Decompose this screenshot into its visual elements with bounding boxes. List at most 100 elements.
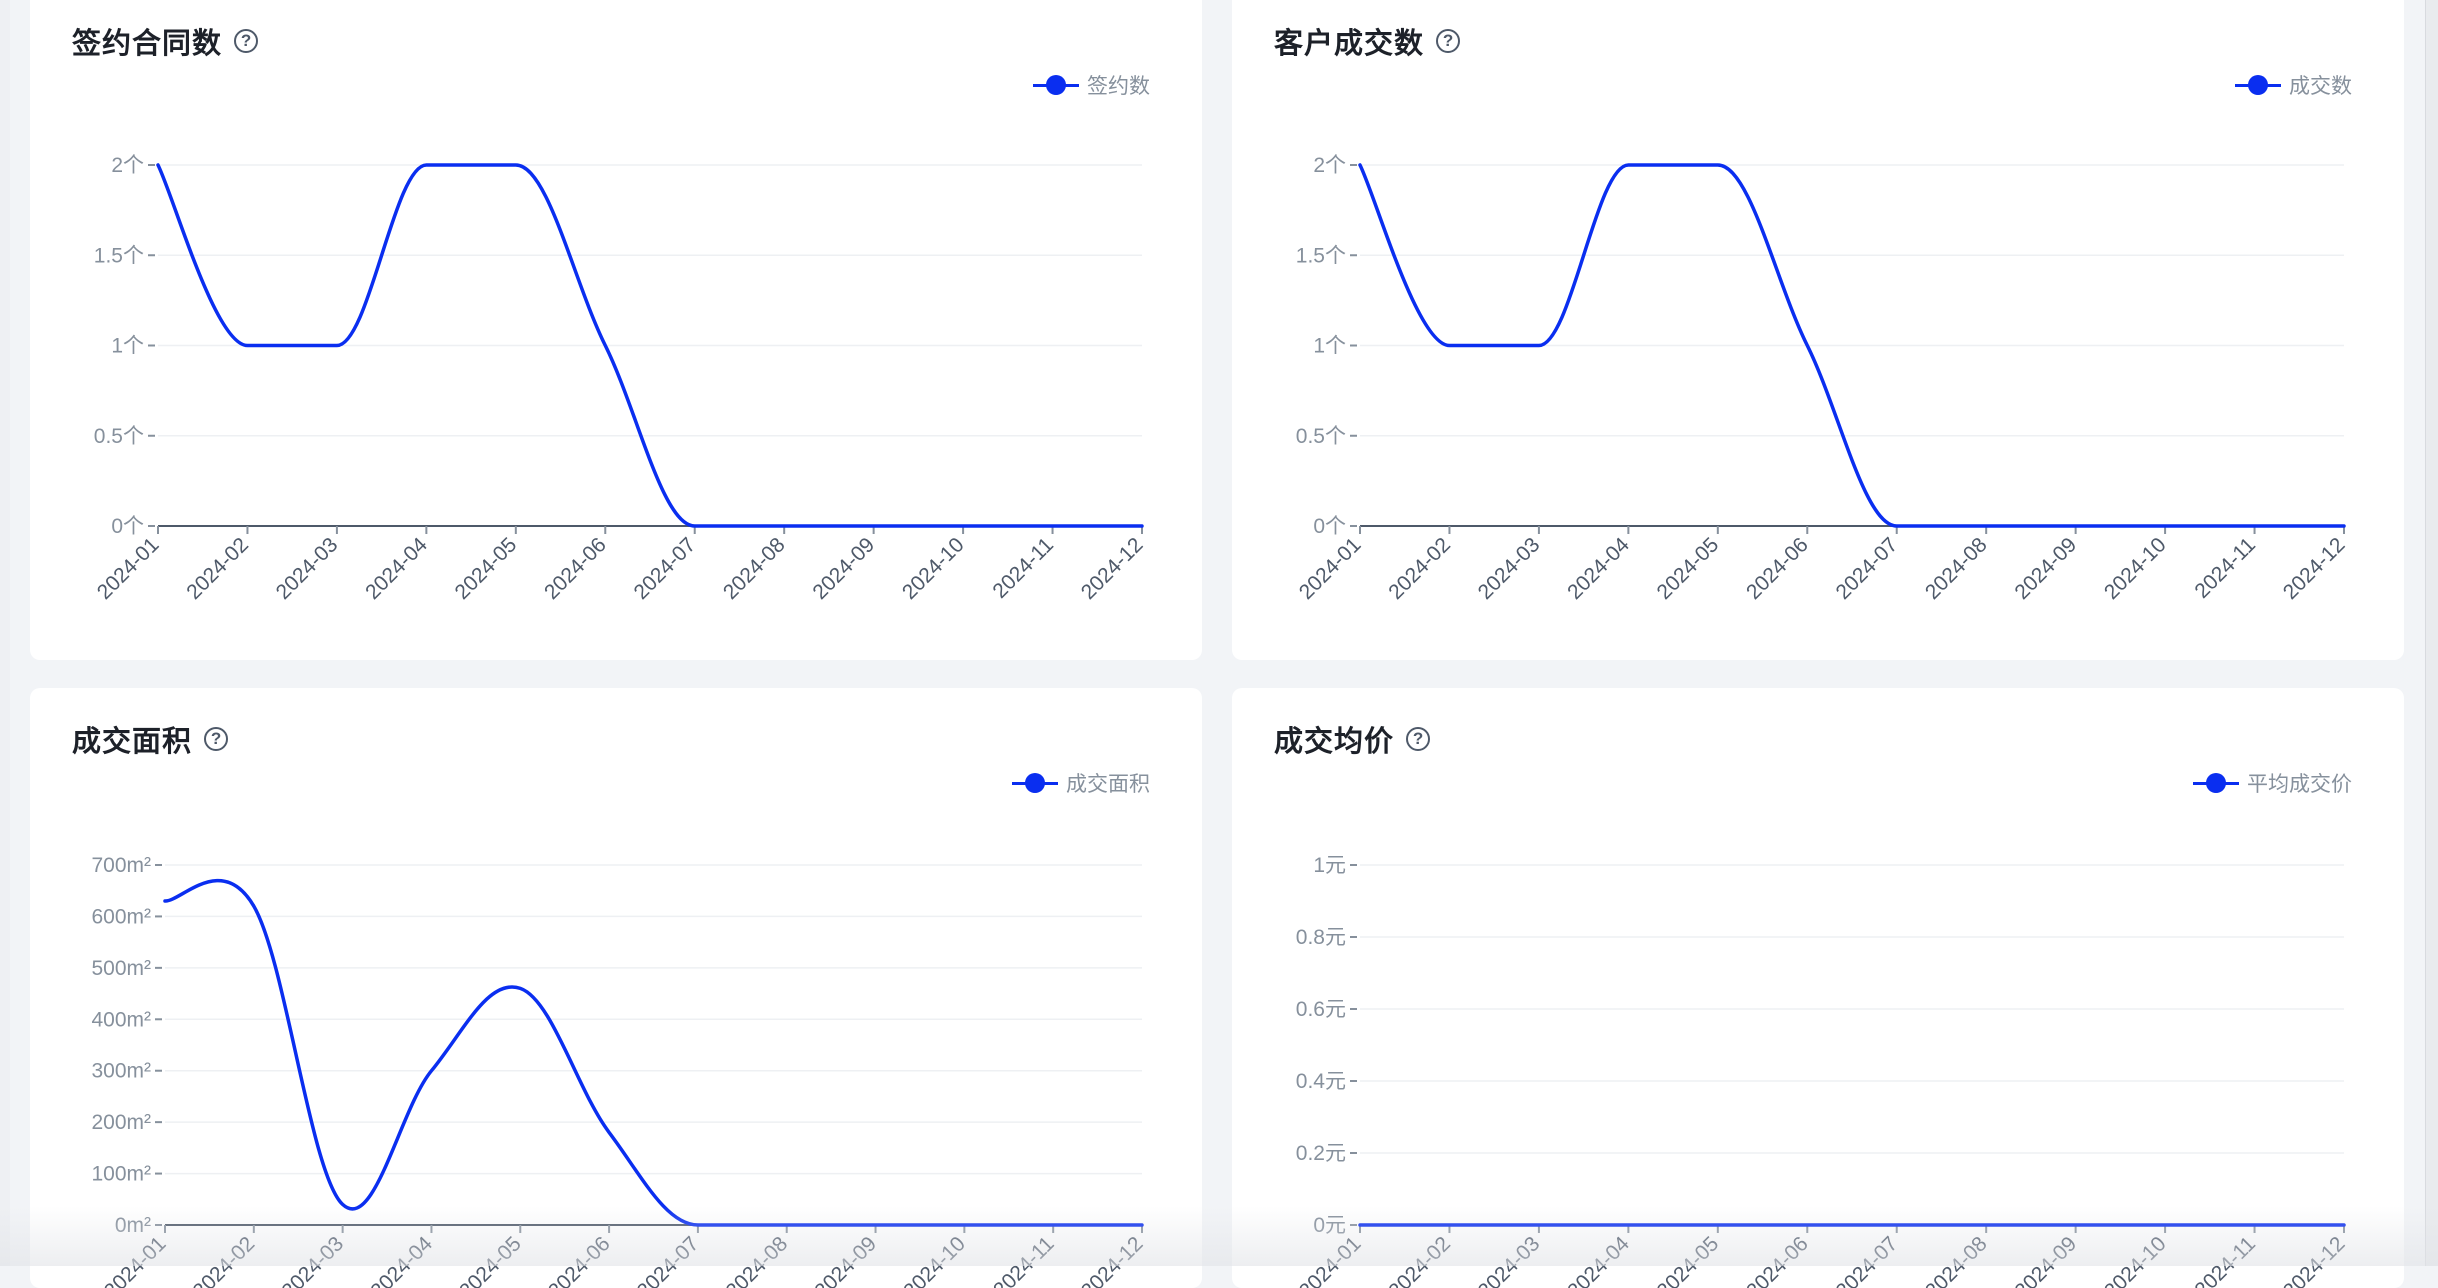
line-chart-plot: 0元 0.2元 0.4元 0.6元 0.8元 1元 2024-01 2024-02 2024-0…: [1295, 854, 2350, 1288]
y-tick-label: 1.5个: [1296, 244, 1346, 267]
y-tick-label: 0.2元: [1296, 1142, 1346, 1165]
y-tick-label: 200m²: [91, 1111, 151, 1134]
data-point: [1982, 522, 1990, 530]
data-point: [1535, 1221, 1543, 1229]
data-point: [1356, 161, 1364, 169]
data-point: [339, 1200, 347, 1208]
x-tick-label: 2024-08: [719, 533, 790, 604]
x-tick-label: 2024-07: [629, 533, 700, 604]
x-tick-label: 2024-06: [1742, 533, 1813, 604]
data-point: [1356, 1221, 1364, 1229]
data-point: [2161, 1221, 2169, 1229]
y-tick-label: 1个: [1313, 335, 1346, 358]
y-tick-label: 0元: [1313, 1214, 1346, 1237]
data-point: [2161, 522, 2169, 530]
chart-legend[interactable]: 成交数: [2235, 70, 2352, 100]
y-tick-label: 0个: [1313, 515, 1346, 538]
data-point: [1982, 1221, 1990, 1229]
data-point: [333, 342, 341, 350]
y-tick-label: 400m²: [91, 1008, 151, 1031]
data-point: [1138, 522, 1146, 530]
chart-card-deal-area: 成交面积 ? 成交面积 0m² 100m² 200m² 300m² 400m² 500m²…: [30, 688, 1202, 1288]
chart-legend[interactable]: 成交面积: [1012, 768, 1150, 798]
chart-card-average-price: 成交均价 ? 平均成交价 0元 0.2元 0.4元 0.6元 0.8元 1元 2024-01…: [1232, 688, 2404, 1288]
y-tick-label: 0m²: [115, 1214, 151, 1237]
data-point: [601, 342, 609, 350]
data-point: [1535, 342, 1543, 350]
x-tick-label: 2024-02: [189, 1232, 260, 1288]
y-tick-label: 700m²: [91, 854, 151, 877]
legend-marker: [2193, 772, 2239, 794]
card-header: 成交面积 ?: [72, 718, 229, 760]
window-scrollbar[interactable]: [2425, 0, 2438, 1266]
x-tick-label: 2024-10: [898, 533, 969, 604]
x-tick-label: 2024-08: [721, 1232, 792, 1288]
y-tick-label: 0.8元: [1296, 926, 1346, 949]
data-point: [154, 161, 162, 169]
data-point: [1893, 522, 1901, 530]
x-tick-label: 2024-07: [1831, 533, 1902, 604]
chart-legend[interactable]: 签约数: [1033, 70, 1150, 100]
y-tick-label: 0个: [111, 515, 144, 538]
x-tick-label: 2024-06: [544, 1232, 615, 1288]
x-tick-label: 2024-01: [1295, 533, 1366, 604]
data-point: [870, 522, 878, 530]
x-tick-label: 2024-05: [455, 1232, 526, 1288]
data-point: [780, 522, 788, 530]
data-point: [161, 897, 169, 905]
question-circle-icon[interactable]: ?: [234, 29, 259, 53]
x-tick-label: 2024-08: [1921, 533, 1992, 604]
x-tick-label: 2024-04: [366, 1232, 437, 1288]
y-tick-label: 0.5个: [1296, 425, 1346, 448]
data-point: [694, 1221, 702, 1229]
y-tick-label: 1元: [1313, 854, 1346, 877]
data-point: [1714, 1221, 1722, 1229]
y-tick-label: 2个: [111, 154, 144, 177]
y-tick-label: 300m²: [91, 1060, 151, 1083]
series-line: [156, 163, 1144, 528]
y-tick-label: 600m²: [91, 905, 151, 928]
chart-title: 客户成交数: [1274, 28, 1425, 60]
x-tick-label: 2024-12: [1077, 1232, 1148, 1288]
data-point: [2340, 522, 2348, 530]
legend-label: 成交数: [2289, 75, 2352, 98]
y-tick-label: 100m²: [91, 1163, 151, 1186]
x-tick-label: 2024-12: [1077, 533, 1148, 604]
x-tick-label: 2024-08: [1921, 1232, 1992, 1288]
data-point: [1803, 1221, 1811, 1229]
data-point: [243, 342, 251, 350]
data-point: [872, 1221, 880, 1229]
x-tick-label: 2024-11: [2190, 1232, 2260, 1288]
legend-label: 成交面积: [1066, 773, 1150, 796]
x-tick-label: 2024-04: [1563, 1232, 1634, 1288]
data-point: [2072, 522, 2080, 530]
x-tick-label: 2024-03: [1474, 533, 1545, 604]
data-point: [2072, 1221, 2080, 1229]
x-tick-label: 2024-09: [2010, 1232, 2081, 1288]
question-circle-icon[interactable]: ?: [1436, 29, 1461, 53]
x-tick-label: 2024-02: [1384, 533, 1455, 604]
data-point: [1624, 161, 1632, 169]
data-point: [2340, 1221, 2348, 1229]
card-header: 签约合同数 ?: [72, 20, 259, 62]
data-point: [1624, 1221, 1632, 1229]
x-tick-label: 2024-10: [2100, 1232, 2171, 1288]
x-tick-label: 2024-01: [1295, 1232, 1366, 1288]
series-line: [1358, 163, 2346, 528]
data-point: [427, 1067, 435, 1075]
question-circle-icon[interactable]: ?: [204, 727, 229, 751]
question-circle-icon[interactable]: ?: [1406, 727, 1431, 751]
chart-title: 成交均价: [1274, 726, 1395, 758]
card-header: 客户成交数 ?: [1274, 20, 1461, 62]
x-tick-label: 2024-02: [1384, 1232, 1455, 1288]
data-point: [516, 984, 524, 992]
x-tick-label: 2024-11: [989, 1232, 1059, 1288]
x-tick-label: 2024-12: [2279, 533, 2350, 604]
y-tick-label: 0.4元: [1296, 1070, 1346, 1093]
x-tick-label: 2024-05: [1653, 533, 1724, 604]
chart-card-signed-contracts: 签约合同数 ? 签约数 0个 0.5个 1个 1.5个 2个 2024-01 2024-02…: [30, 0, 1202, 660]
y-tick-label: 2个: [1313, 154, 1346, 177]
data-point: [1445, 342, 1453, 350]
data-point: [1803, 342, 1811, 350]
chart-legend[interactable]: 平均成交价: [2193, 768, 2352, 798]
